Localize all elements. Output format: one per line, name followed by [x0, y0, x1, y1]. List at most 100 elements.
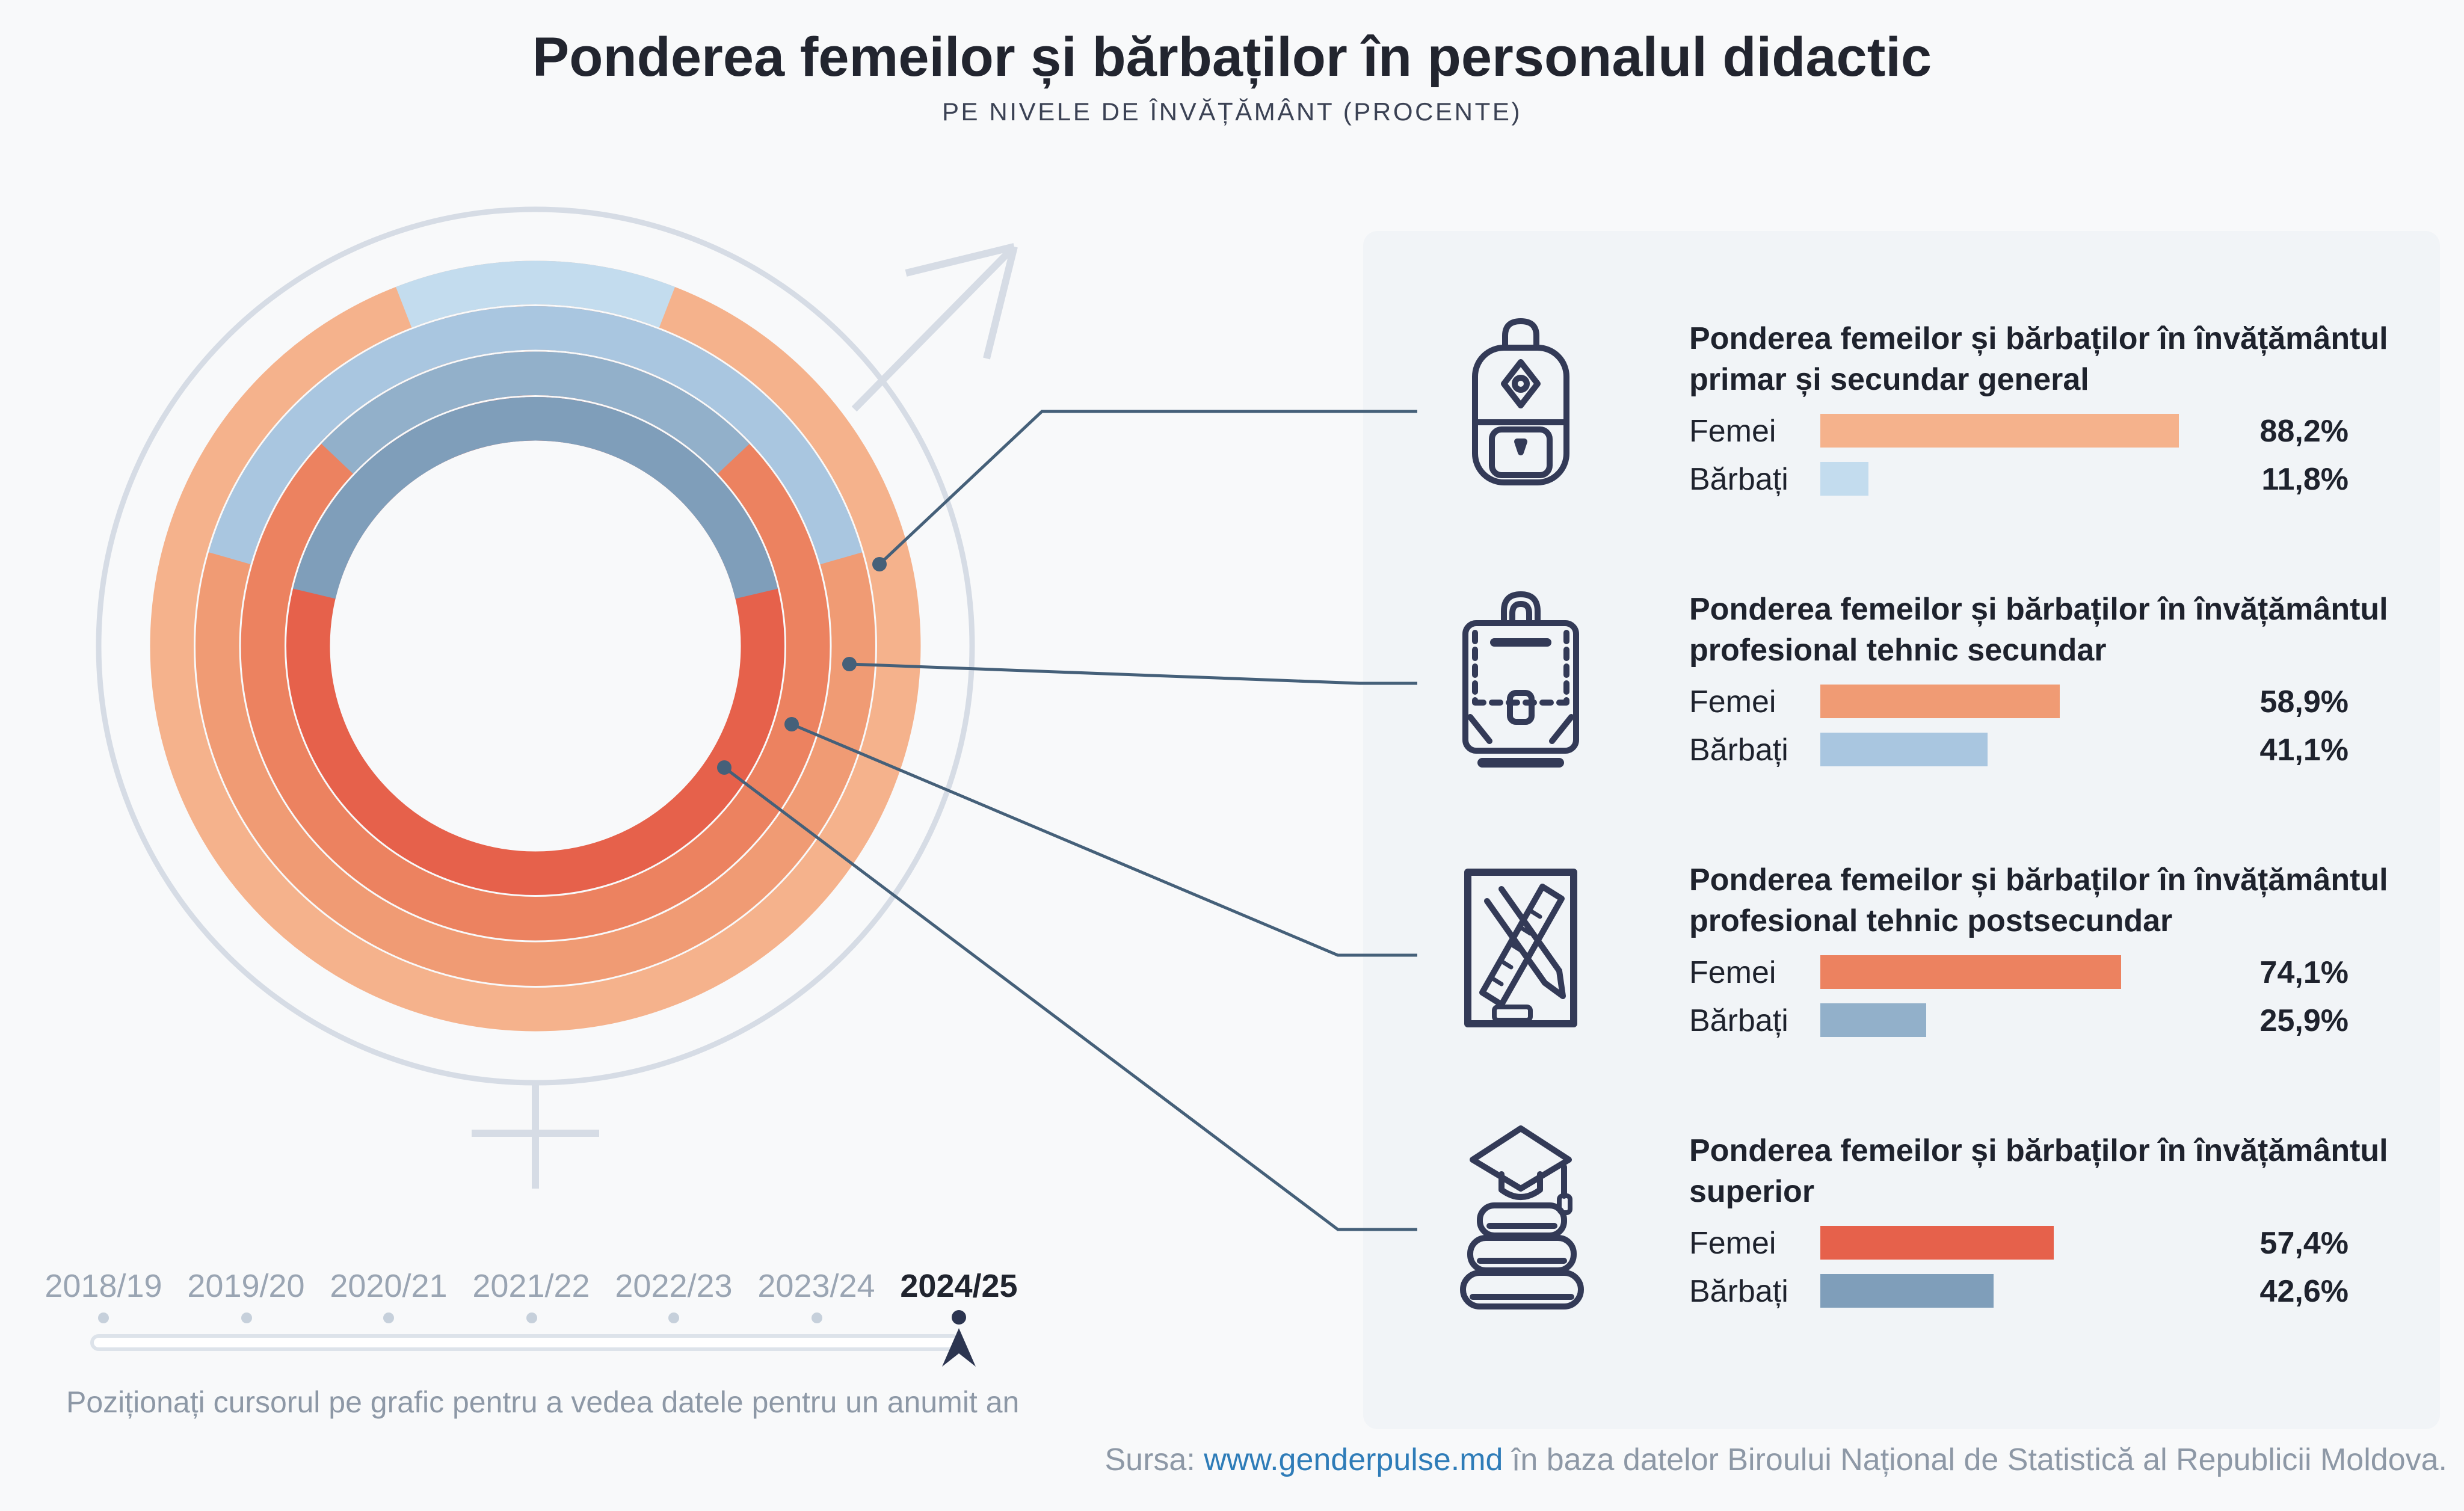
barbati-percent: 41,1%: [2259, 731, 2348, 767]
barbati-bar-zone: [1820, 733, 2227, 766]
barbati-row: Bărbați 41,1%: [1689, 731, 2363, 767]
connector-dots: [717, 557, 887, 775]
femei-label: Femei: [1689, 683, 1776, 719]
femei-percent: 74,1%: [2259, 953, 2348, 989]
timeline-dot-2019-20[interactable]: [241, 1313, 251, 1323]
femei-bar-zone: [1820, 955, 2227, 989]
pencil-ruler-icon: [1444, 857, 1598, 1037]
femei-percent: 88,2%: [2259, 412, 2348, 448]
barbati-bar: [1820, 1274, 1994, 1308]
donut-ring-barbati-4[interactable]: [262, 372, 808, 919]
timeline-year-2021-22[interactable]: 2021/22: [472, 1268, 590, 1304]
section-profesional-tehnic-postsecundar: Ponderea femeilor și bărbaților în învăț…: [1444, 857, 2440, 1038]
barbati-label: Bărbați: [1689, 1002, 1788, 1038]
femei-bar: [1820, 685, 2060, 718]
briefcase-icon: [1444, 586, 1598, 768]
femei-bar-zone: [1820, 685, 2227, 718]
timeline-dot-2022-23[interactable]: [668, 1313, 679, 1323]
timeline-year-2023-24[interactable]: 2023/24: [757, 1268, 875, 1304]
barbati-bar-zone: [1820, 1274, 2227, 1308]
timeline-dot-2020-21[interactable]: [383, 1313, 394, 1323]
section-title-line2: profesional tehnic secundar: [1689, 632, 2107, 668]
source-line: Sursa: www.genderpulse.md în baza datelo…: [1105, 1441, 2448, 1479]
source-link[interactable]: www.genderpulse.md: [1204, 1441, 1503, 1477]
section-title-line1: Ponderea femeilor și bărbaților în învăț…: [1689, 591, 2388, 627]
timeline-dot-2018-19[interactable]: [98, 1313, 109, 1323]
section-title: Ponderea femeilor și bărbaților în învăț…: [1689, 588, 2388, 670]
barbati-bar-zone: [1820, 462, 2227, 496]
page-subtitle: PE NIVELE DE ÎNVĂȚĂMÂNT (PROCENTE): [941, 99, 1523, 126]
section-title: Ponderea femeilor și bărbaților în învăț…: [1689, 318, 2388, 399]
barbati-bar: [1820, 462, 1868, 496]
barbati-row: Bărbați 11,8%: [1689, 460, 2363, 496]
femei-bar: [1820, 1226, 2054, 1260]
barbati-row: Bărbați 42,6%: [1689, 1272, 2363, 1308]
donut-rings[interactable]: [65, 176, 1006, 1116]
femei-bar-zone: [1820, 414, 2227, 448]
source-prefix: Sursa:: [1104, 1441, 1195, 1477]
timeline-year-2019-20[interactable]: 2019/20: [187, 1268, 305, 1304]
connector-dot-2: [842, 657, 857, 671]
femei-label: Femei: [1689, 1224, 1776, 1260]
section-title-line1: Ponderea femeilor și bărbaților în învăț…: [1689, 320, 2388, 356]
donut-ring-barbati-3[interactable]: [150, 260, 920, 1031]
femei-row: Femei 57,4%: [1689, 1224, 2363, 1260]
section-profesional-tehnic-secundar: Ponderea femeilor și bărbaților în învăț…: [1444, 586, 2440, 768]
barbati-row: Bărbați 25,9%: [1689, 1002, 2363, 1038]
timeline-year-2022-23[interactable]: 2022/23: [615, 1268, 733, 1304]
connector-line-3: [791, 722, 1417, 957]
femei-bar: [1820, 955, 2122, 989]
section-title-line1: Ponderea femeilor și bărbaților în învăț…: [1689, 861, 2388, 897]
barbati-bar: [1820, 733, 1988, 766]
connector-lines: [723, 410, 1417, 1231]
femei-bar-zone: [1820, 1226, 2227, 1260]
section-primar-secundar-general: Ponderea femeilor și bărbaților în învăț…: [1444, 315, 2440, 496]
female-symbol-cross: [472, 1083, 599, 1189]
connector-dot-1: [872, 557, 887, 571]
backpack-icon: [1444, 315, 1598, 496]
timeline-slider-track[interactable]: [90, 1334, 961, 1351]
barbati-percent: 25,9%: [2259, 1002, 2348, 1038]
male-symbol-arrow: [851, 243, 1018, 412]
connector-dot-3: [784, 717, 799, 731]
femei-percent: 57,4%: [2259, 1224, 2348, 1260]
femei-label: Femei: [1689, 953, 1776, 989]
timeline-cursor-pin[interactable]: [938, 1325, 979, 1370]
connector-line-2: [849, 662, 1417, 685]
barbati-bar: [1820, 1003, 1926, 1037]
timeline-dot-2023-24[interactable]: [811, 1313, 822, 1323]
timeline-dot-2024-25[interactable]: [952, 1310, 966, 1325]
femei-row: Femei 74,1%: [1689, 953, 2363, 989]
femei-bar: [1820, 414, 2179, 448]
barbati-label: Bărbați: [1689, 731, 1788, 767]
timeline-year-2018-19[interactable]: 2018/19: [45, 1268, 162, 1304]
donut-ring-barbati-2[interactable]: [142, 253, 929, 1039]
section-title-line1: Ponderea femeilor și bărbaților în învăț…: [1689, 1132, 2388, 1168]
connector-line-4: [723, 766, 1417, 1231]
barbati-percent: 11,8%: [2261, 460, 2348, 496]
section-title: Ponderea femeilor și bărbaților în învăț…: [1689, 859, 2388, 941]
page-title: Ponderea femeilor și bărbaților în perso…: [532, 25, 1932, 88]
timeline-dot-2021-22[interactable]: [526, 1313, 537, 1323]
section-superior: Ponderea femeilor și bărbaților în învăț…: [1444, 1125, 2440, 1309]
barbati-label: Bărbați: [1689, 1272, 1788, 1308]
donut-ring-barbati-1[interactable]: [65, 176, 1006, 1116]
section-title-line2: superior: [1689, 1173, 1815, 1209]
connector-line-1: [878, 410, 1417, 565]
connector-dot-4: [717, 760, 732, 775]
section-title: Ponderea femeilor și bărbaților în învăț…: [1689, 1130, 2388, 1211]
femei-label: Femei: [1689, 412, 1776, 448]
femei-row: Femei 58,9%: [1689, 683, 2363, 719]
barbati-percent: 42,6%: [2259, 1272, 2348, 1308]
cursor-hint-text: Poziționați cursorul pe grafic pentru a …: [66, 1386, 1020, 1420]
source-suffix: în baza datelor Biroului Național de Sta…: [1511, 1441, 2447, 1477]
femei-percent: 58,9%: [2259, 683, 2348, 719]
timeline-year-2020-21[interactable]: 2020/21: [330, 1268, 448, 1304]
timeline-year-2024-25[interactable]: 2024/25: [900, 1268, 1018, 1304]
section-title-line2: primar și secundar general: [1689, 361, 2089, 397]
graduation-books-icon: [1444, 1125, 1598, 1309]
section-title-line2: profesional tehnic postsecundar: [1689, 902, 2173, 938]
barbati-bar-zone: [1820, 1003, 2227, 1037]
